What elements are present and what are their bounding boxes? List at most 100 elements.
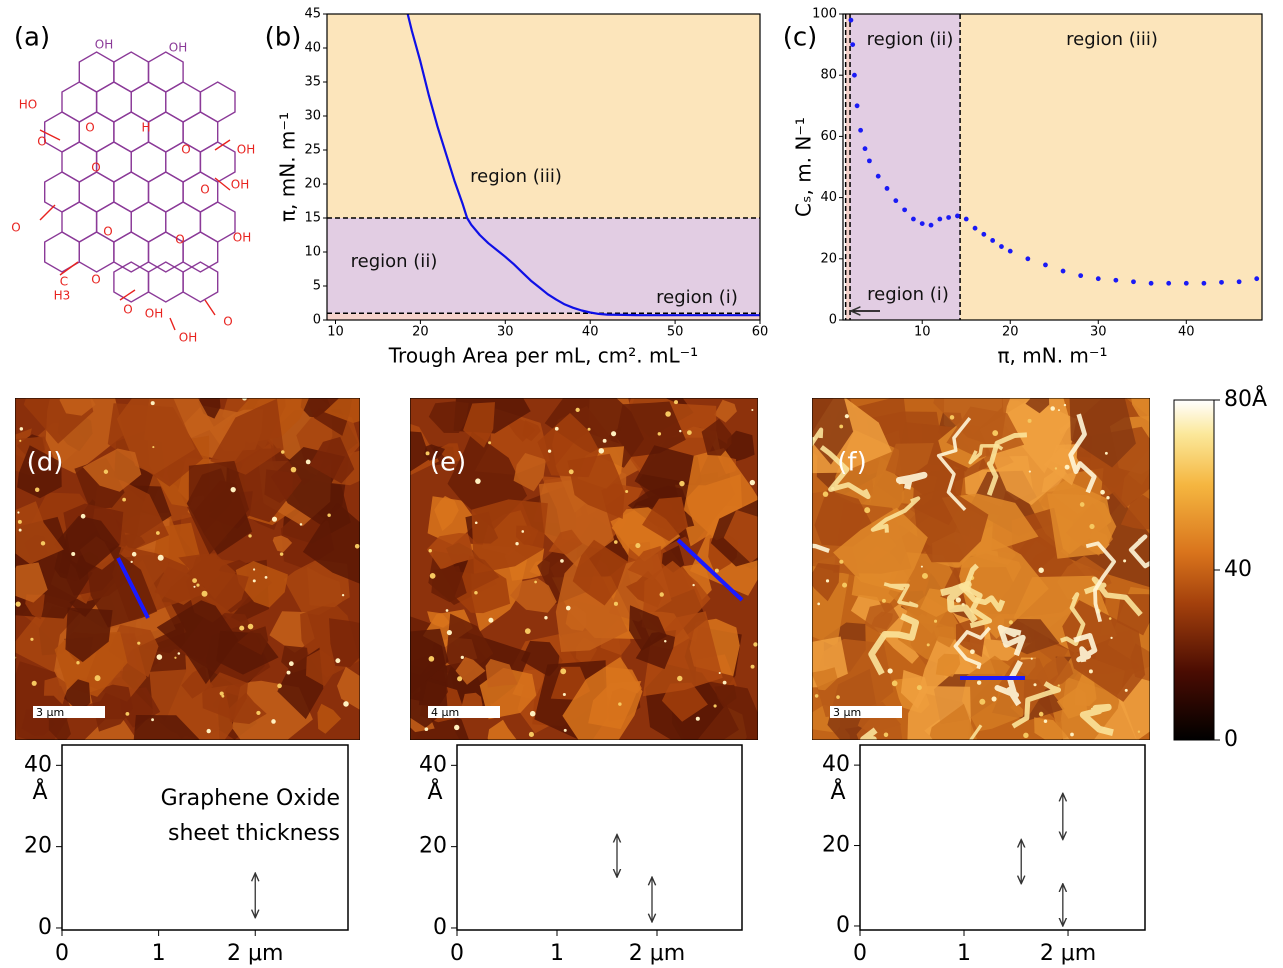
afm-dot <box>155 531 160 535</box>
afm-dot <box>562 692 566 697</box>
region <box>850 14 961 320</box>
afm-dot <box>657 432 662 436</box>
afm-flake <box>1131 398 1150 423</box>
afm-flake <box>302 502 360 584</box>
afm-dot <box>1088 669 1093 674</box>
afm-dot <box>137 641 141 645</box>
afm-dot <box>428 656 435 662</box>
afm-dot <box>1038 567 1044 573</box>
afm-flake <box>156 600 239 685</box>
y-tick-label: 45 <box>304 7 321 22</box>
afm-wrinkle <box>1073 633 1098 663</box>
afm-flake <box>410 431 431 472</box>
afm-dot <box>814 694 819 698</box>
afm-dot <box>842 582 848 588</box>
afm-dot <box>613 601 619 606</box>
y-tick-label: 0 <box>38 915 52 940</box>
afm-flake <box>116 398 196 475</box>
afm-dot <box>460 655 464 660</box>
afm-dot <box>521 530 525 533</box>
y-tick-label: 10 <box>304 245 321 260</box>
y-tick-label: 20 <box>820 251 837 266</box>
data-point <box>911 216 916 222</box>
afm-dot <box>955 597 961 603</box>
afm-dot <box>979 698 986 705</box>
afm-dot <box>1063 403 1067 407</box>
panel-label: (a) <box>14 23 50 53</box>
y-axis-label: Å <box>427 778 442 805</box>
afm-dot <box>103 469 109 474</box>
afm-dot <box>286 670 291 675</box>
axes-frame <box>61 744 349 931</box>
afm-flake <box>572 539 630 606</box>
afm-flake <box>317 703 342 734</box>
x-tick-label: 0 <box>450 941 464 966</box>
afm-dot <box>488 441 492 445</box>
annotation: sheet thickness <box>168 821 340 846</box>
afm-dot <box>751 408 754 412</box>
y-tick-label: 25 <box>304 143 321 158</box>
data-point <box>946 215 952 220</box>
afm-dot <box>40 541 46 546</box>
afm-dot <box>152 446 155 449</box>
data-point <box>1131 279 1136 285</box>
afm-dot <box>916 685 922 691</box>
afm-dot <box>882 598 886 603</box>
ring <box>147 111 184 153</box>
data-point <box>1025 256 1031 262</box>
ring <box>165 81 202 123</box>
data-point <box>1078 273 1084 279</box>
region-label: region (ii) <box>351 251 438 272</box>
data-point <box>963 216 969 222</box>
afm-dot <box>836 695 840 699</box>
afm-flake <box>1034 717 1069 740</box>
y-tick-label: 20 <box>24 834 52 859</box>
afm-dot <box>883 732 889 737</box>
ring <box>113 231 150 273</box>
afm-wrinkle <box>860 727 878 740</box>
x-tick-label: 1 <box>550 941 564 966</box>
afm-flake <box>306 649 335 687</box>
afm-flake <box>641 560 711 637</box>
afm-dot <box>281 450 285 454</box>
afm-dot <box>750 664 755 669</box>
y-tick-label: 15 <box>304 211 321 226</box>
data-point <box>1043 262 1048 268</box>
data-point <box>990 238 996 243</box>
annotation: Graphene Oxide <box>161 786 340 811</box>
ring <box>95 81 132 123</box>
afm-flake <box>426 533 475 570</box>
afm-dot <box>457 676 463 682</box>
afm-dot <box>822 491 829 497</box>
afm-dot <box>488 617 494 623</box>
x-tick-label: 2 μm <box>629 941 685 966</box>
x-tick-label: 20 <box>412 325 429 340</box>
y-axis-label: Cₛ, m. N⁻¹ <box>792 117 816 217</box>
ring <box>182 261 219 303</box>
atom-label: O <box>103 225 112 239</box>
afm-dot <box>825 579 830 583</box>
afm-dot <box>192 578 198 583</box>
ring <box>182 231 219 273</box>
afm-dot <box>587 427 591 431</box>
afm-wrinkle <box>1083 576 1143 617</box>
afm-wrinkle <box>870 496 921 533</box>
afm-flake <box>43 676 67 705</box>
y-tick-label: 20 <box>304 177 321 192</box>
afm-dot <box>433 469 437 472</box>
afm-dot <box>611 431 617 437</box>
afm-dot <box>256 710 261 716</box>
bond <box>39 204 56 221</box>
data-point <box>1148 280 1154 286</box>
region-label: region (ii) <box>867 29 954 50</box>
afm-flake <box>812 563 840 602</box>
afm-wrinkle <box>1079 703 1114 736</box>
afm-dot <box>279 552 284 556</box>
afm-dot <box>839 424 844 429</box>
afm-dot <box>692 583 695 587</box>
x-tick-label: 10 <box>914 325 931 340</box>
afm-wrinkle <box>958 583 1006 612</box>
afm-flake <box>548 529 583 555</box>
afm-flake <box>410 628 449 693</box>
afm-wrinkle <box>936 417 972 511</box>
